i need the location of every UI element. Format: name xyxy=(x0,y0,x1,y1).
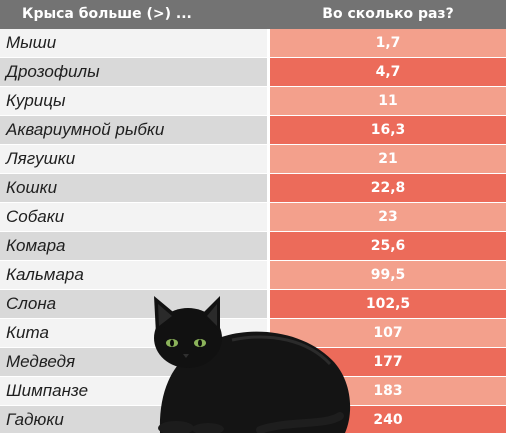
table-row: Шимпанзе 183 xyxy=(0,377,506,406)
table-row: Лягушки 21 xyxy=(0,145,506,174)
ratio-value: 240 xyxy=(270,406,506,433)
animal-name: Кита xyxy=(0,319,267,347)
ratio-value: 102,5 xyxy=(270,290,506,318)
ratio-value: 11 xyxy=(270,87,506,115)
table-row: Кошки 22,8 xyxy=(0,174,506,203)
animal-name: Аквариумной рыбки xyxy=(0,116,267,144)
table-row: Мыши 1,7 xyxy=(0,29,506,58)
ratio-value: 16,3 xyxy=(270,116,506,144)
header-ratio-label: Во сколько раз? xyxy=(322,6,454,22)
ratio-value: 21 xyxy=(270,145,506,173)
ratio-value: 177 xyxy=(270,348,506,376)
animal-name: Курицы xyxy=(0,87,267,115)
ratio-value: 1,7 xyxy=(270,29,506,57)
animal-name: Собаки xyxy=(0,203,267,231)
animal-name: Кальмара xyxy=(0,261,267,289)
animal-name: Шимпанзе xyxy=(0,377,267,405)
table-row: Дрозофилы 4,7 xyxy=(0,58,506,87)
table-row: Собаки 23 xyxy=(0,203,506,232)
table-row: Слона 102,5 xyxy=(0,290,506,319)
animal-name: Слона xyxy=(0,290,267,318)
animal-name: Мыши xyxy=(0,29,267,57)
animal-name: Комара xyxy=(0,232,267,260)
ratio-value: 99,5 xyxy=(270,261,506,289)
ratio-value: 25,6 xyxy=(270,232,506,260)
table-row: Кита 107 xyxy=(0,319,506,348)
table-row: Комара 25,6 xyxy=(0,232,506,261)
table-row: Гадюки 240 xyxy=(0,406,506,433)
animal-name: Медведя xyxy=(0,348,267,376)
table-row: Курицы 11 xyxy=(0,87,506,116)
animal-name: Лягушки xyxy=(0,145,267,173)
ratio-value: 183 xyxy=(270,377,506,405)
animal-name: Гадюки xyxy=(0,406,267,433)
ratio-value: 107 xyxy=(270,319,506,347)
ratio-value: 22,8 xyxy=(270,174,506,202)
table-row: Аквариумной рыбки 16,3 xyxy=(0,116,506,145)
ratio-value: 23 xyxy=(270,203,506,231)
table-row: Кальмара 99,5 xyxy=(0,261,506,290)
animal-name: Дрозофилы xyxy=(0,58,267,86)
header-animal-label: Крыса больше (>) ... xyxy=(22,6,192,22)
ratio-value: 4,7 xyxy=(270,58,506,86)
animal-name: Кошки xyxy=(0,174,267,202)
table-row: Медведя 177 xyxy=(0,348,506,377)
table-header: Крыса больше (>) ... Во сколько раз? xyxy=(0,0,506,29)
